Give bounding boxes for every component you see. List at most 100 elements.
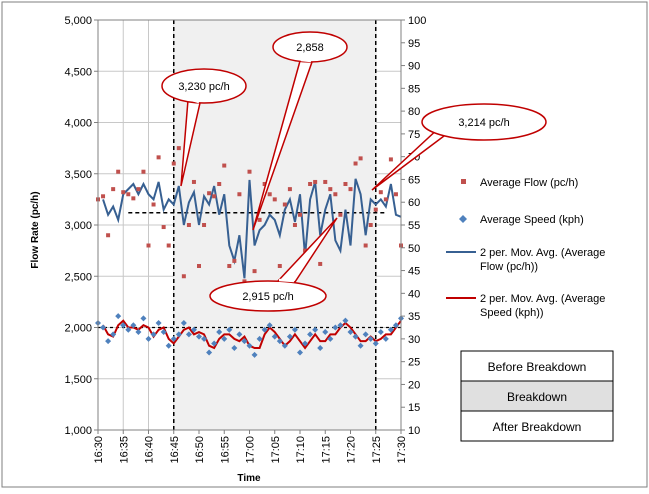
speed-point [190, 326, 197, 333]
speed-point [281, 342, 288, 349]
y2-tick-label: 15 [408, 402, 420, 414]
legend-flow-marker [461, 179, 466, 184]
y-tick-label: 3,000 [64, 220, 92, 232]
speed-point [382, 335, 389, 342]
flow-point [333, 192, 338, 197]
y2-tick-label: 85 [408, 83, 420, 95]
speed-point [271, 333, 278, 340]
speed-point [130, 322, 137, 329]
flow-point [343, 182, 348, 186]
callout-bubble [161, 68, 247, 104]
flow-point [186, 223, 191, 227]
speed-point [201, 335, 208, 342]
speed-point [297, 349, 303, 356]
y2-tick-label: 55 [408, 220, 420, 232]
speed-point [120, 322, 127, 329]
y2-tick-label: 100 [408, 15, 426, 27]
speed-point [175, 331, 182, 338]
y-tick-label: 4,000 [64, 118, 92, 130]
x-tick-label: 16:40 [144, 436, 156, 464]
flow-point [242, 279, 247, 284]
y2-tick-label: 20 [408, 379, 420, 391]
flow-point [257, 217, 262, 222]
x-tick-label: 16:50 [194, 436, 206, 464]
flow-point [121, 190, 126, 195]
period-box-before [460, 350, 614, 382]
y-axis-title: Flow Rate (pc/h) [30, 191, 41, 268]
flow-point [328, 187, 333, 192]
flow-point [106, 233, 111, 238]
flow-point [161, 225, 166, 230]
y2-tick-label: 50 [408, 243, 420, 255]
callout-bubble [421, 103, 547, 141]
series-line [102, 178, 402, 279]
speed-point [317, 345, 324, 351]
callout: 2,915 pc/h [209, 217, 338, 312]
flow-point [126, 192, 131, 197]
x-tick-label: 17:15 [320, 436, 332, 464]
x-tick-label: 17:20 [346, 436, 358, 464]
speed-point [185, 331, 192, 338]
speed-point [211, 340, 218, 347]
y2-tick-label: 45 [408, 266, 420, 278]
speed-point [332, 324, 339, 331]
flow-point [101, 194, 106, 199]
flow-point [262, 182, 267, 186]
speed-point [160, 329, 167, 336]
y2-tick-label: 75 [408, 129, 420, 141]
speed-point [261, 326, 268, 333]
legend-label: Average Speed (kph) [480, 214, 584, 226]
speed-point [180, 319, 187, 326]
flow-point [151, 202, 156, 207]
speed-point [312, 326, 319, 333]
y-tick-label: 1,500 [64, 374, 92, 386]
flow-point [358, 156, 363, 161]
speed-point [165, 342, 172, 349]
flow-point [237, 192, 242, 197]
y-tick-label: 2,500 [64, 271, 92, 283]
flow-point [282, 202, 287, 207]
speed-point [145, 335, 152, 342]
speed-point [307, 331, 314, 338]
callout: 2,858 [252, 31, 348, 231]
speed-point [135, 329, 142, 336]
flow-point [227, 264, 232, 268]
flow-point [207, 191, 212, 196]
callout-label: 3,230 pc/h [178, 81, 229, 93]
y2-tick-label: 35 [408, 311, 420, 323]
flow-point [191, 179, 196, 184]
callout-bubble [209, 280, 327, 312]
flow-point [146, 243, 151, 248]
y2-tick-label: 90 [408, 61, 420, 73]
flow-point [131, 196, 136, 201]
flow-point [318, 261, 323, 266]
period-box-before-label: Before Breakdown [488, 360, 587, 374]
speed-point [327, 335, 334, 342]
speed-point [347, 329, 354, 336]
flow-point [272, 197, 277, 202]
x-axis-title: Time [237, 473, 261, 484]
x-tick-label: 16:45 [169, 436, 181, 464]
y2-tick-label: 10 [408, 425, 420, 437]
y2-tick-label: 80 [408, 106, 420, 118]
callout-joint [440, 125, 448, 133]
flow-point [378, 190, 383, 195]
speed-point [337, 322, 344, 329]
flow-point [136, 187, 141, 192]
speed-point [322, 329, 329, 336]
y-tick-label: 1,000 [64, 425, 92, 437]
flow-point [277, 264, 282, 268]
speed-point [155, 319, 162, 326]
flow-point [166, 243, 171, 248]
flow-point [202, 223, 207, 227]
speed-point [140, 315, 147, 322]
speed-point [362, 331, 369, 338]
speed-point [372, 340, 379, 347]
speed-point [105, 338, 112, 345]
speed-point [221, 335, 228, 342]
y2-tick-label: 30 [408, 334, 420, 346]
speed-point [342, 317, 349, 324]
flow-point [393, 192, 398, 197]
x-tick-label: 17:25 [371, 436, 383, 464]
